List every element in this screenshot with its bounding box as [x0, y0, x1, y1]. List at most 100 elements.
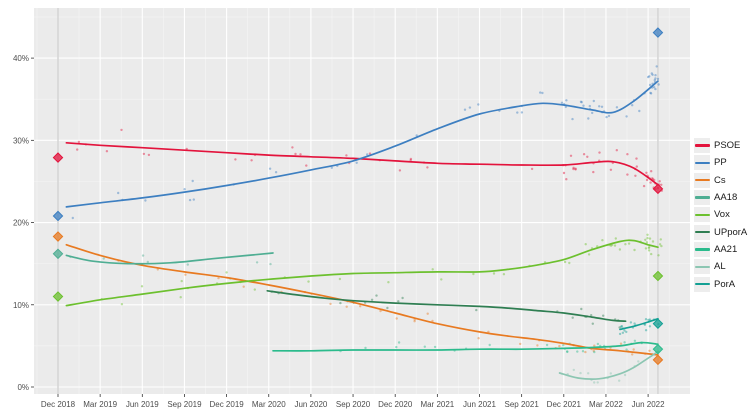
poll-dot-PP: [607, 114, 611, 118]
legend-swatch-AA21: [694, 248, 710, 251]
x-tick-label: Dec 2018: [41, 400, 76, 409]
poll-dot-AA21: [625, 348, 628, 351]
poll-dot-AL: [572, 368, 575, 372]
poll-dot-AA21: [566, 350, 569, 353]
poll-dot-AL: [579, 371, 582, 375]
poll-dot-PP: [653, 86, 656, 89]
poll-dot-PSOE: [305, 164, 308, 167]
poll-dot-PSOE: [645, 178, 649, 182]
poll-dot-Vox: [568, 261, 571, 265]
poll-dot-UPporA: [571, 316, 574, 319]
poll-dot-PSOE: [105, 150, 109, 153]
x-tick-label: Dec 2021: [547, 400, 582, 409]
poll-dot-AA21: [581, 350, 585, 353]
poll-dot-PorA: [647, 318, 650, 322]
x-tick-label: Sep 2021: [505, 400, 540, 409]
poll-dot-PSOE: [345, 154, 348, 157]
trend-line-Vox: [65, 239, 659, 307]
result-diamond-PP: [52, 210, 64, 222]
poll-dot-PorA: [623, 329, 626, 332]
x-tick-label: Mar 2019: [83, 400, 117, 409]
poll-dot-PP: [571, 117, 574, 121]
poll-dot-Cs: [184, 273, 187, 276]
chart-panel: [34, 8, 690, 394]
poll-dot-PP: [582, 104, 585, 107]
poll-dot-Vox: [660, 244, 663, 248]
poll-dot-PP: [631, 104, 634, 107]
poll-dot-PSOE: [76, 148, 79, 151]
poll-dot-Vox: [646, 233, 649, 236]
poll-dot-Vox: [225, 271, 228, 274]
poll-dot-Vox: [644, 238, 647, 241]
poll-dot-PP: [516, 111, 519, 114]
x-tick-label: Mar 2020: [252, 400, 286, 409]
poll-dot-UPporA: [591, 322, 594, 325]
poll-dot-PP: [330, 166, 333, 169]
poll-dot-PP: [355, 161, 358, 164]
poll-dot-Vox: [633, 248, 636, 252]
poll-dot-PP: [653, 78, 656, 82]
poll-dot-AA21: [364, 346, 367, 350]
poll-dot-PorA: [648, 325, 652, 328]
poll-dot-PP: [191, 179, 194, 183]
poll-dot-AA21: [397, 341, 401, 344]
poll-dot-PSOE: [120, 128, 123, 132]
poll-dot-Cs: [619, 342, 623, 345]
poll-dot-PSOE: [299, 153, 302, 156]
poll-dot-UPporA: [386, 306, 389, 310]
trend-line-AA18: [65, 252, 274, 265]
poll-dot-Vox: [609, 244, 613, 247]
poll-scatter: [69, 65, 663, 384]
poll-dot-PorA: [620, 325, 624, 328]
poll-dot-PP: [654, 77, 657, 80]
poll-dot-AA18: [269, 262, 272, 266]
poll-dot-AL: [637, 360, 640, 363]
poll-dot-PSOE: [368, 152, 372, 155]
poll-dot-PP: [649, 92, 653, 95]
legend-key-Cs: [694, 172, 710, 188]
legend-item-AA18: AA18: [694, 189, 750, 206]
poll-dot-AL: [587, 372, 590, 375]
poll-dot-Cs: [519, 342, 522, 346]
result-diamond-PSOE: [52, 152, 64, 163]
poll-dot-Cs: [345, 305, 348, 308]
poll-dot-PSOE: [650, 170, 653, 173]
poll-dot-UPporA: [339, 301, 342, 305]
y-tick-label: 40%: [13, 54, 29, 63]
poll-dot-AA21: [423, 345, 426, 348]
poll-dot-PSOE: [649, 181, 652, 184]
poll-dot-PP: [268, 167, 272, 170]
poll-dot-Cs: [426, 312, 429, 315]
legend-key-UPporA: [694, 224, 710, 240]
legend-item-Vox: Vox: [694, 206, 750, 223]
poll-dot-PP: [648, 75, 651, 78]
poll-dot-AA21: [593, 350, 596, 354]
x-tick-label: Sep 2020: [336, 400, 371, 409]
poll-dot-PorA: [643, 323, 647, 326]
poll-dot-AA21: [488, 343, 491, 347]
poll-dot-PSOE: [234, 158, 237, 161]
poll-dot-AA21: [596, 342, 600, 346]
poll-dot-PP: [600, 105, 604, 109]
x-tick-label: Dec 2020: [378, 400, 413, 409]
gridlines: [34, 8, 690, 394]
poll-dot-Vox: [387, 281, 390, 284]
poll-dot-Vox: [651, 240, 655, 243]
poll-dot-PP: [638, 109, 641, 113]
poll-dot-AL: [596, 381, 599, 384]
poll-dot-PSOE: [530, 167, 534, 171]
poll-dot-PP: [654, 74, 657, 77]
poll-dot-PP: [580, 101, 583, 104]
legend-label-AL: AL: [714, 261, 726, 273]
poll-dot-Vox: [584, 243, 587, 246]
poll-dot-PP: [274, 171, 278, 174]
poll-dot-AA18: [146, 260, 149, 264]
poll-dot-AL: [618, 379, 621, 382]
axes: Dec 2018 Mar 2019 Jun 2019 Sep 2019 Dec 2019…: [13, 54, 665, 409]
poll-dot-PP: [366, 153, 369, 156]
result-diamond-AA21: [652, 343, 664, 355]
x-tick-label: Jun 2021: [463, 400, 496, 409]
poll-dot-PP: [183, 188, 186, 191]
